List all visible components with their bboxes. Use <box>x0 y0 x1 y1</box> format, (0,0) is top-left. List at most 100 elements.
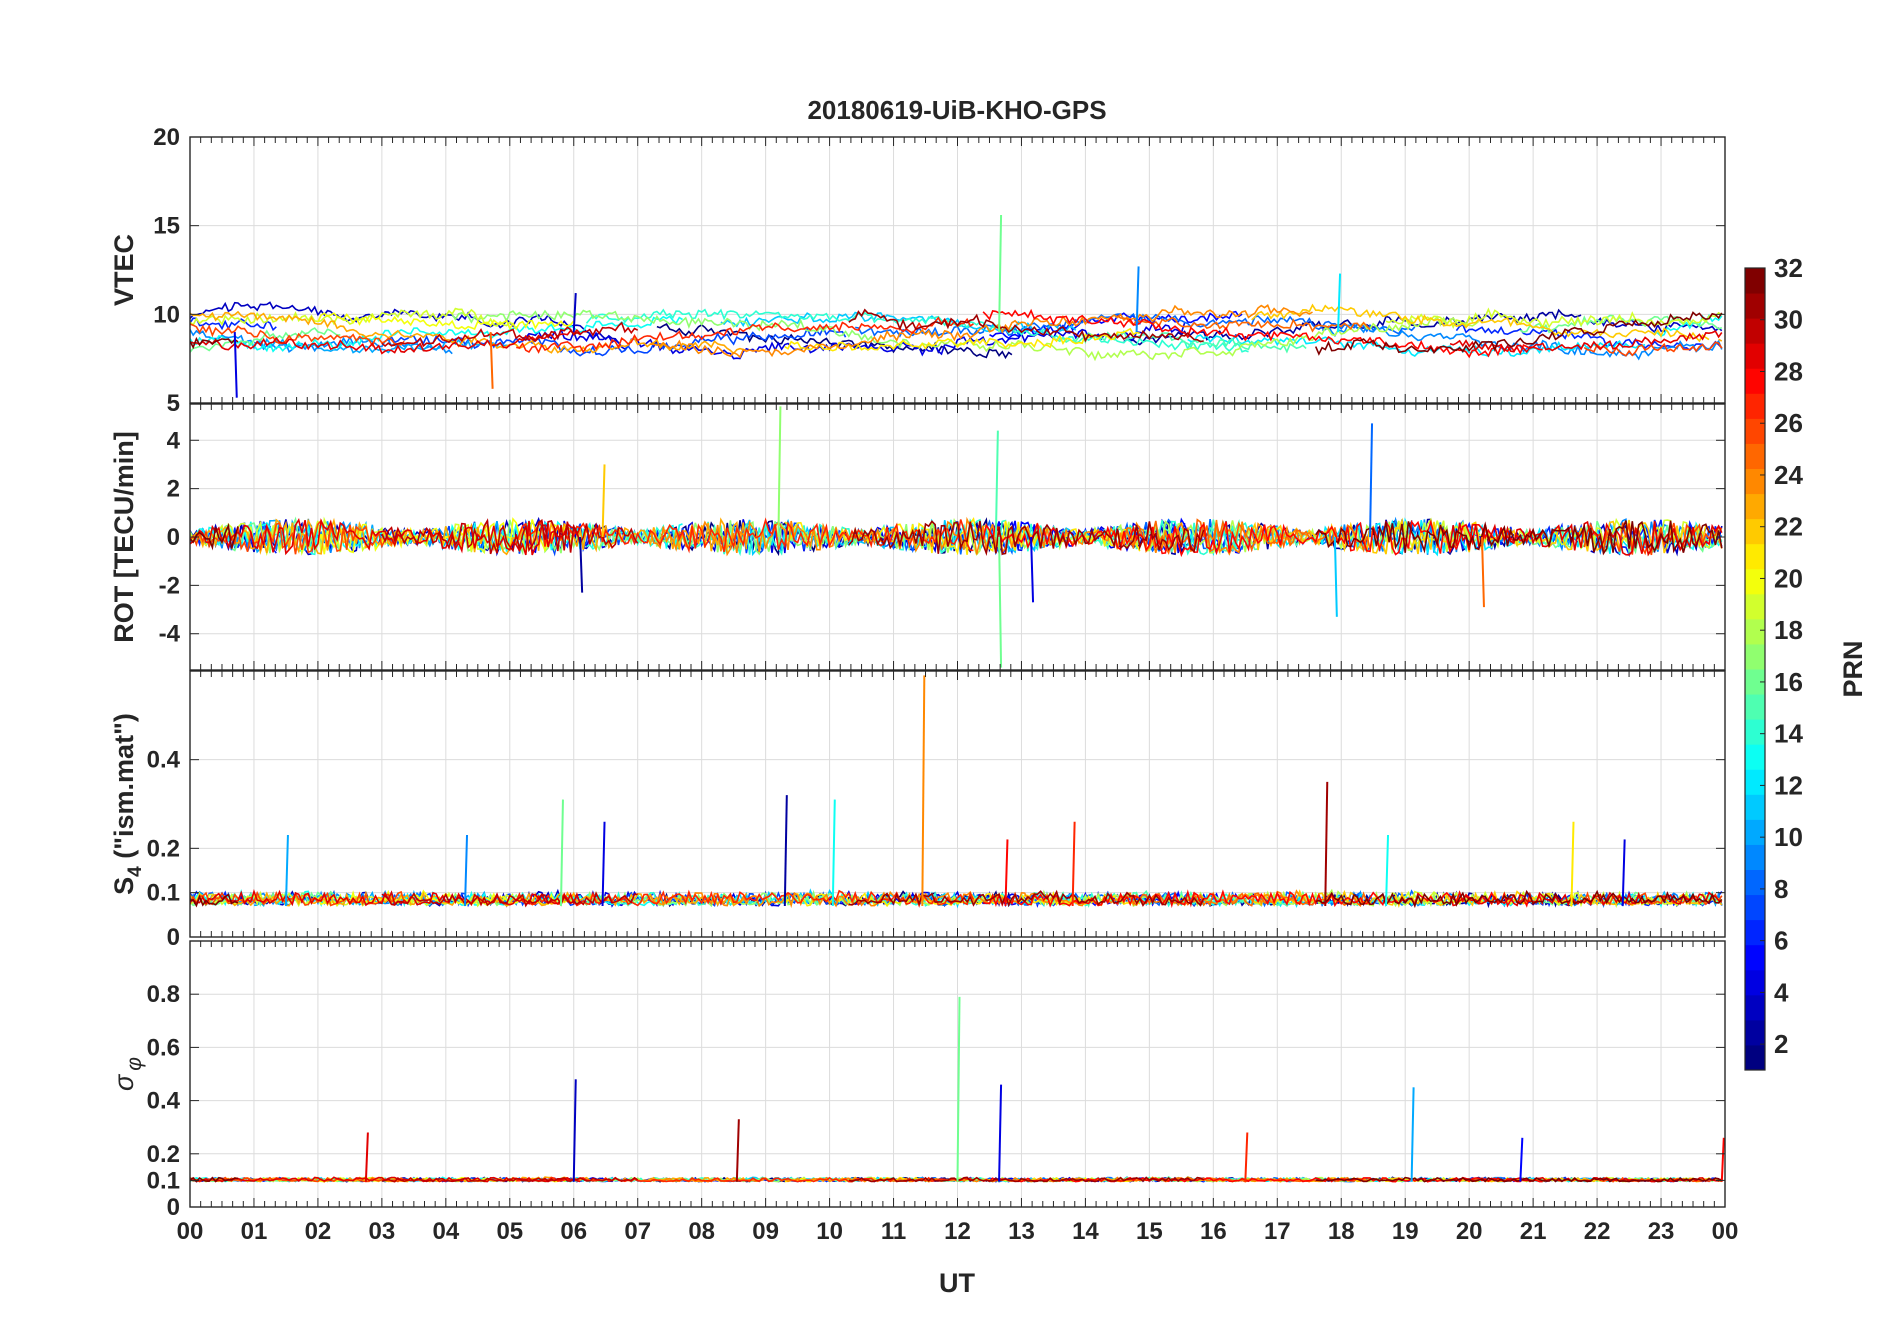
series-prn-32 <box>190 1176 239 1183</box>
series-prn-31 <box>848 520 1205 556</box>
series-prn-12 <box>1187 334 1646 358</box>
y-tick-label: 15 <box>153 213 180 240</box>
series-prn-16 <box>1519 520 1722 555</box>
spike-mark <box>1519 1137 1524 1182</box>
x-tick-label: 12 <box>944 1218 971 1245</box>
colorbar-segment <box>1745 518 1765 545</box>
spike-mark <box>831 799 836 906</box>
y-tick-label: 0 <box>167 924 180 951</box>
spike-mark <box>1333 536 1338 617</box>
y-tick-label: -2 <box>159 572 180 599</box>
spike-mark <box>1337 273 1342 333</box>
series-prn-32 <box>1315 889 1723 909</box>
x-ticks <box>189 137 1726 403</box>
spike-mark <box>777 406 782 538</box>
x-tick-label: 13 <box>1008 1218 1035 1245</box>
y-tick-label: 20 <box>153 124 180 151</box>
y-tick-label: 2 <box>167 476 180 503</box>
spike-mark <box>579 536 584 593</box>
spike-mark <box>464 835 469 906</box>
x-tick-label: 03 <box>369 1218 396 1245</box>
colorbar-tick-label: 8 <box>1774 874 1788 904</box>
colorbar-tick-label: 16 <box>1774 667 1803 697</box>
spike-mark <box>233 332 238 398</box>
y-tick-label: -4 <box>159 621 181 648</box>
colorbar-tick-label: 2 <box>1774 1029 1788 1059</box>
series-prn-21 <box>784 327 1141 352</box>
series-prn-6 <box>1455 323 1723 352</box>
y-axis-label: VTEC <box>109 234 139 306</box>
x-tick-label: 08 <box>688 1218 715 1245</box>
y-tick-label: 0.8 <box>147 981 180 1008</box>
traces <box>190 215 1723 398</box>
series-prn-32 <box>1315 520 1723 556</box>
spike-mark <box>783 795 788 906</box>
colorbar-segment <box>1745 944 1765 971</box>
spike-mark <box>735 1119 740 1182</box>
x-tick-label: 19 <box>1392 1218 1419 1245</box>
series-prn-32 <box>190 522 239 551</box>
colorbar-segment <box>1745 343 1765 369</box>
series-prn-28 <box>982 889 1544 909</box>
x-tick-label: 02 <box>305 1218 332 1245</box>
series-prn-24 <box>650 304 1313 359</box>
colorbar-frame <box>1744 267 1766 1071</box>
colorbar-segment <box>1745 593 1765 620</box>
colorbar-segment <box>1745 368 1765 394</box>
spike-mark <box>998 1084 1003 1182</box>
x-tick-label: 09 <box>752 1218 779 1245</box>
colorbar-tick-label: 14 <box>1774 719 1803 749</box>
x-tick-label: 05 <box>496 1218 523 1245</box>
spike-mark <box>601 821 606 906</box>
spike-mark <box>489 332 494 389</box>
y-axis-label: σφ <box>109 1057 146 1091</box>
spike-mark <box>1004 839 1009 906</box>
spike-mark <box>998 215 1003 333</box>
y-tick-label: 0.6 <box>147 1034 180 1061</box>
series-prn-32 <box>190 893 239 908</box>
x-tick-label: 04 <box>432 1218 459 1245</box>
series-prn-32 <box>190 336 239 350</box>
spike-mark <box>1324 781 1329 906</box>
x-tick-label: 07 <box>624 1218 651 1245</box>
spike-mark <box>1480 536 1485 608</box>
y-tick-label: 4 <box>167 427 181 454</box>
series-prn-24 <box>649 889 1313 909</box>
colorbar-segment <box>1745 418 1765 444</box>
series-prn-30 <box>381 321 639 348</box>
series-prn-31 <box>848 889 1205 908</box>
panel-sigma: 00.10.2 0.4 0.6 0.8 σφ <box>109 940 1726 1221</box>
series-prn-32 <box>1315 1176 1723 1183</box>
spike-mark <box>559 799 564 906</box>
series-prn-11 <box>720 311 1077 335</box>
x-tick-label: 11 <box>881 1218 906 1245</box>
y-axis-label: S4 ("ism.mat") <box>109 713 146 895</box>
series-prn-21 <box>784 517 1141 556</box>
colorbar-segment <box>1745 969 1765 996</box>
series-prn-31 <box>848 308 1204 343</box>
y-tick-label: 5 <box>167 390 180 417</box>
colorbar-segment <box>1745 669 1765 695</box>
spike-mark <box>921 675 926 906</box>
spike-mark <box>1369 423 1374 538</box>
x-ticks <box>189 941 1726 1207</box>
panel-rot: -4 -2 0 2 4 ROT [TECU/min] <box>109 403 1726 671</box>
colorbar-tick-label: 30 <box>1774 305 1803 335</box>
series-prn-20 <box>317 517 575 555</box>
colorbar-tick-label: 4 <box>1774 977 1789 1007</box>
colorbar-segment <box>1745 318 1765 344</box>
spike-mark <box>1071 821 1076 906</box>
series-prn-6 <box>190 317 277 332</box>
y-tick-label: 0.2 <box>147 835 180 862</box>
spike-mark <box>1135 266 1140 333</box>
series-prn-29 <box>1449 520 1723 557</box>
x-axis-label: UT <box>939 1268 975 1298</box>
colorbar-tick-label: 18 <box>1774 615 1803 645</box>
y-tick-label: 0.4 <box>147 1088 181 1115</box>
series-prn-18 <box>918 315 1480 362</box>
x-tick-label: 00 <box>1712 1218 1739 1245</box>
x-tick-label: 22 <box>1584 1218 1611 1245</box>
colorbar-tick-label: 20 <box>1774 563 1803 593</box>
series-prn-29 <box>1449 891 1723 907</box>
colorbar-segment <box>1745 393 1765 419</box>
